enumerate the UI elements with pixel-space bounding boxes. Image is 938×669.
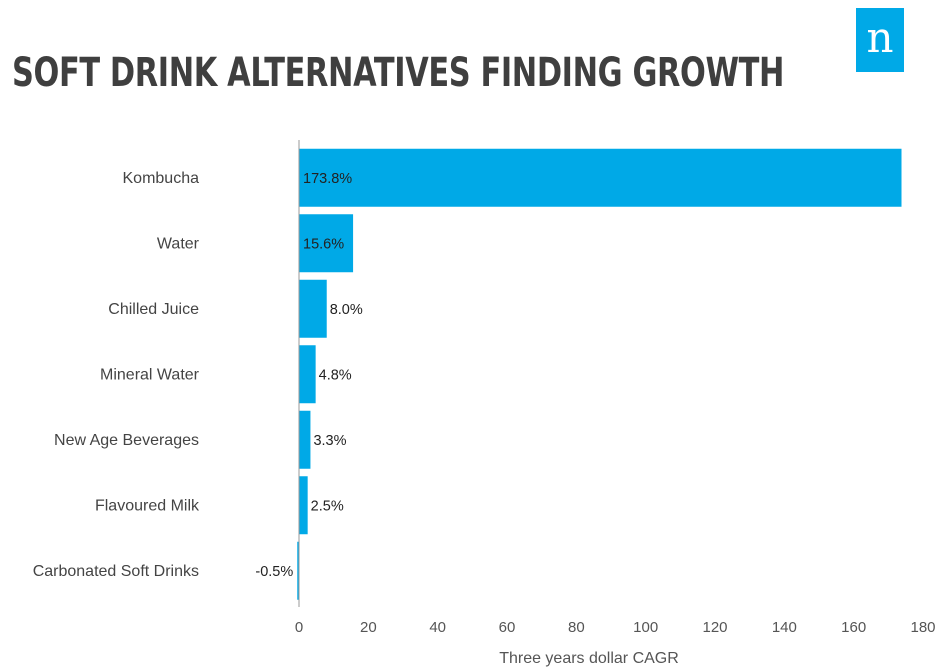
x-tick-label: 160: [841, 619, 866, 636]
data-label: 8.0%: [330, 302, 363, 318]
data-label: -0.5%: [255, 564, 293, 580]
data-label: 3.3%: [313, 433, 346, 449]
bar: [299, 148, 902, 207]
x-tick-label: 40: [429, 619, 446, 636]
data-label: 173.8%: [303, 171, 352, 187]
x-axis-title: Three years dollar CAGR: [499, 650, 679, 667]
bar: [299, 214, 354, 273]
category-label: Flavoured Milk: [95, 497, 200, 514]
x-tick-label: 60: [499, 619, 516, 636]
category-label: New Age Beverages: [54, 432, 199, 449]
x-tick-label: 80: [568, 619, 585, 636]
x-tick-label: 140: [772, 619, 797, 636]
chart-title: SOFT DRINK ALTERNATIVES FINDING GROWTH: [12, 50, 785, 96]
bar: [299, 410, 311, 469]
data-label: 2.5%: [311, 498, 344, 514]
category-label: Chilled Juice: [108, 301, 199, 318]
x-tick-label: 100: [633, 619, 658, 636]
nielsen-logo-icon: n: [856, 8, 904, 72]
category-label: Carbonated Soft Drinks: [33, 563, 199, 580]
x-tick-label: 0: [295, 619, 303, 636]
x-tick-label: 120: [702, 619, 727, 636]
x-tick-label: 180: [910, 619, 935, 636]
category-label: Water: [157, 235, 200, 252]
category-label: Kombucha: [123, 170, 200, 187]
bar: [299, 345, 316, 404]
x-tick-label: 20: [360, 619, 377, 636]
bar: [297, 541, 299, 600]
bar: [299, 279, 327, 338]
category-label: Mineral Water: [100, 366, 200, 383]
data-label: 4.8%: [319, 367, 352, 383]
data-label: 15.6%: [303, 236, 344, 252]
bar: [299, 476, 308, 535]
